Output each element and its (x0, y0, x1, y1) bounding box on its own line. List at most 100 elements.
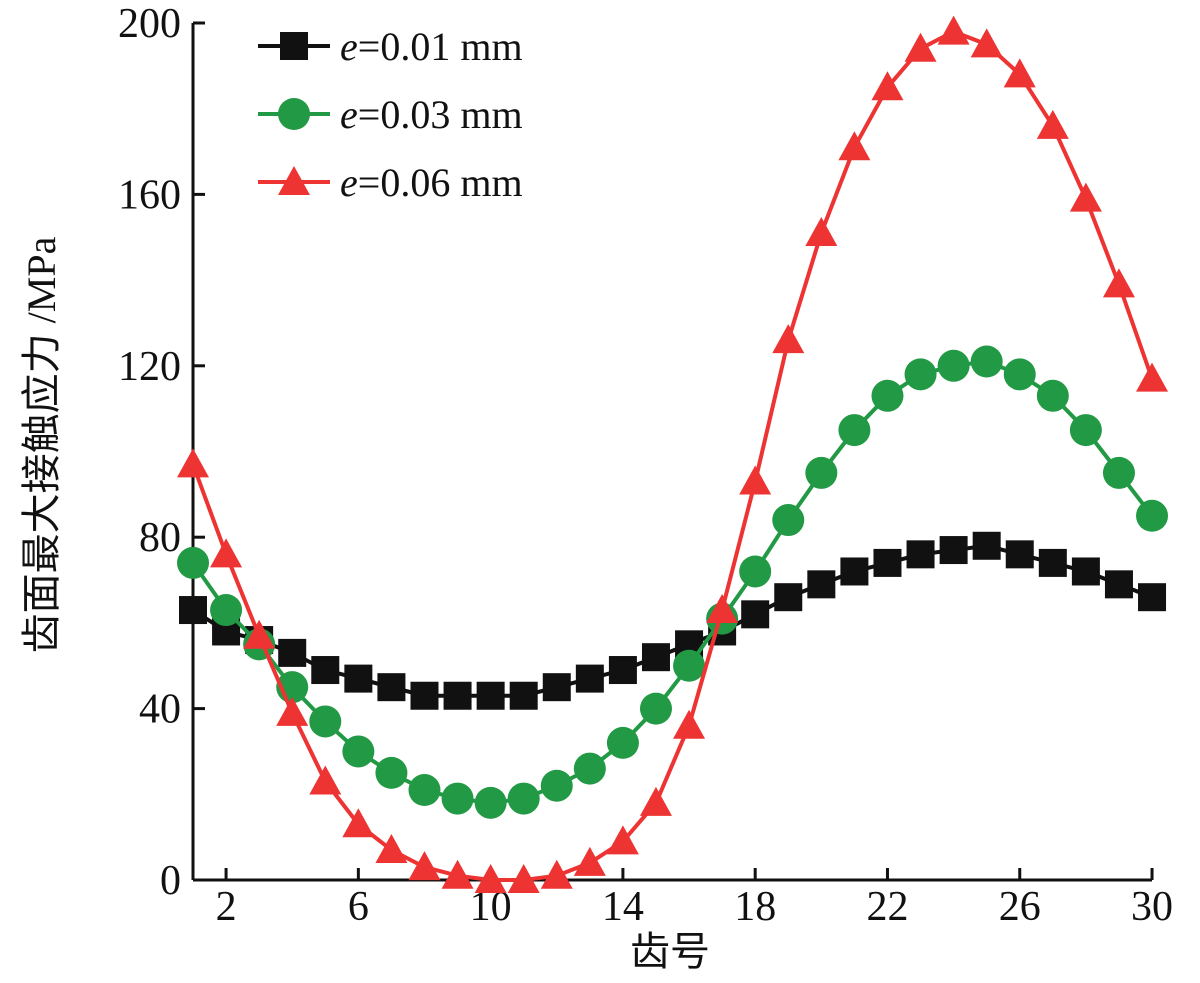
data-point-triangle (904, 32, 937, 62)
data-point-triangle (276, 696, 309, 726)
axes (191, 23, 1152, 882)
legend: e=0.01 mm e=0.03 mm e=0.06 mm (258, 24, 523, 205)
data-point-square (410, 681, 439, 710)
data-point-circle (210, 594, 243, 627)
data-point-triangle (1036, 109, 1069, 139)
legend-item: e=0.03 mm (258, 92, 523, 137)
data-point-circle (673, 649, 706, 682)
data-point-square (179, 596, 207, 625)
series-3 (177, 15, 1169, 893)
data-point-square (1005, 540, 1034, 569)
data-point-triangle (871, 71, 904, 101)
data-point-square (1071, 557, 1100, 586)
legend-label: e=0.06 mm (340, 160, 523, 205)
y-tick-label: 200 (118, 1, 181, 47)
data-point-square (1038, 548, 1067, 577)
data-point-triangle (177, 448, 209, 478)
data-point-square (476, 681, 505, 710)
data-point-square (311, 656, 340, 685)
legend-item: e=0.01 mm (258, 24, 523, 69)
data-point-triangle (1003, 58, 1036, 88)
data-point-triangle (474, 864, 507, 893)
data-point-triangle (970, 28, 1003, 58)
y-tick-label: 160 (118, 172, 181, 218)
data-point-circle (342, 735, 375, 768)
data-point-triangle (1136, 362, 1169, 392)
data-point-square (1138, 583, 1167, 612)
legend-label: e=0.03 mm (340, 92, 523, 137)
data-point-square (972, 531, 1001, 560)
x-tick-label: 14 (602, 884, 644, 930)
data-point-square (939, 536, 968, 565)
data-point-square (741, 600, 770, 629)
data-point-square (443, 681, 472, 710)
data-point-circle (474, 786, 507, 819)
x-axis-title: 齿号 (630, 929, 710, 974)
series-2 (177, 345, 1169, 819)
x-tick-label: 6 (348, 884, 369, 930)
legend-marker (278, 166, 310, 195)
data-point-circle (1136, 499, 1169, 532)
data-point-square (509, 681, 538, 710)
data-point-circle (408, 774, 441, 807)
data-point-square (807, 570, 836, 599)
data-point-square (840, 557, 869, 586)
data-point-circle (1003, 358, 1036, 391)
data-point-triangle (639, 786, 672, 816)
data-point-triangle (210, 538, 243, 568)
data-point-triangle (772, 324, 805, 354)
series-line (191, 359, 1154, 805)
data-point-triangle (309, 765, 342, 795)
data-point-triangle (342, 808, 375, 838)
data-point-circle (1069, 414, 1102, 447)
data-point-circle (573, 752, 606, 785)
data-point-triangle (1102, 268, 1135, 298)
x-tick-label: 30 (1131, 884, 1173, 930)
legend-label: e=0.01 mm (340, 24, 523, 69)
y-tick-label: 0 (160, 858, 181, 904)
data-point-triangle (1069, 182, 1102, 212)
data-point-circle (772, 504, 805, 537)
data-point-triangle (243, 619, 276, 649)
series-line (191, 29, 1154, 882)
data-point-square (641, 643, 670, 672)
data-point-circle (970, 345, 1003, 378)
data-point-circle (1036, 379, 1069, 412)
data-point-square (278, 638, 307, 667)
data-point-square (906, 540, 935, 569)
data-point-triangle (375, 834, 408, 864)
data-point-circle (1102, 456, 1135, 489)
data-point-square (575, 664, 604, 693)
data-point-triangle (441, 859, 474, 889)
data-point-triangle (507, 864, 540, 893)
x-tick-label: 26 (999, 884, 1041, 930)
data-point-square (542, 673, 571, 702)
data-point-square (774, 583, 803, 612)
data-point-triangle (540, 859, 573, 889)
x-tick-label: 2 (216, 884, 237, 930)
data-point-square (1104, 570, 1133, 599)
data-point-square (344, 664, 373, 693)
data-point-triangle (706, 594, 739, 624)
y-tick-label: 40 (139, 687, 181, 733)
data-point-circle (639, 692, 672, 725)
y-axis-title: 齿面最大接触应力 /MPa (19, 236, 64, 653)
data-point-triangle (805, 216, 838, 246)
y-tick-label: 120 (118, 344, 181, 390)
data-point-circle (606, 726, 639, 759)
data-point-circle (540, 769, 573, 802)
data-point-triangle (937, 15, 970, 45)
data-point-circle (309, 705, 342, 738)
data-point-circle (937, 349, 970, 382)
data-point-circle (739, 555, 772, 588)
legend-marker (280, 32, 308, 60)
x-tick-label: 22 (866, 884, 908, 930)
x-tick-label: 18 (734, 884, 776, 930)
data-point-triangle (573, 846, 606, 876)
data-point-circle (507, 782, 540, 815)
y-tick-label: 80 (139, 515, 181, 561)
legend-item: e=0.06 mm (258, 160, 523, 205)
